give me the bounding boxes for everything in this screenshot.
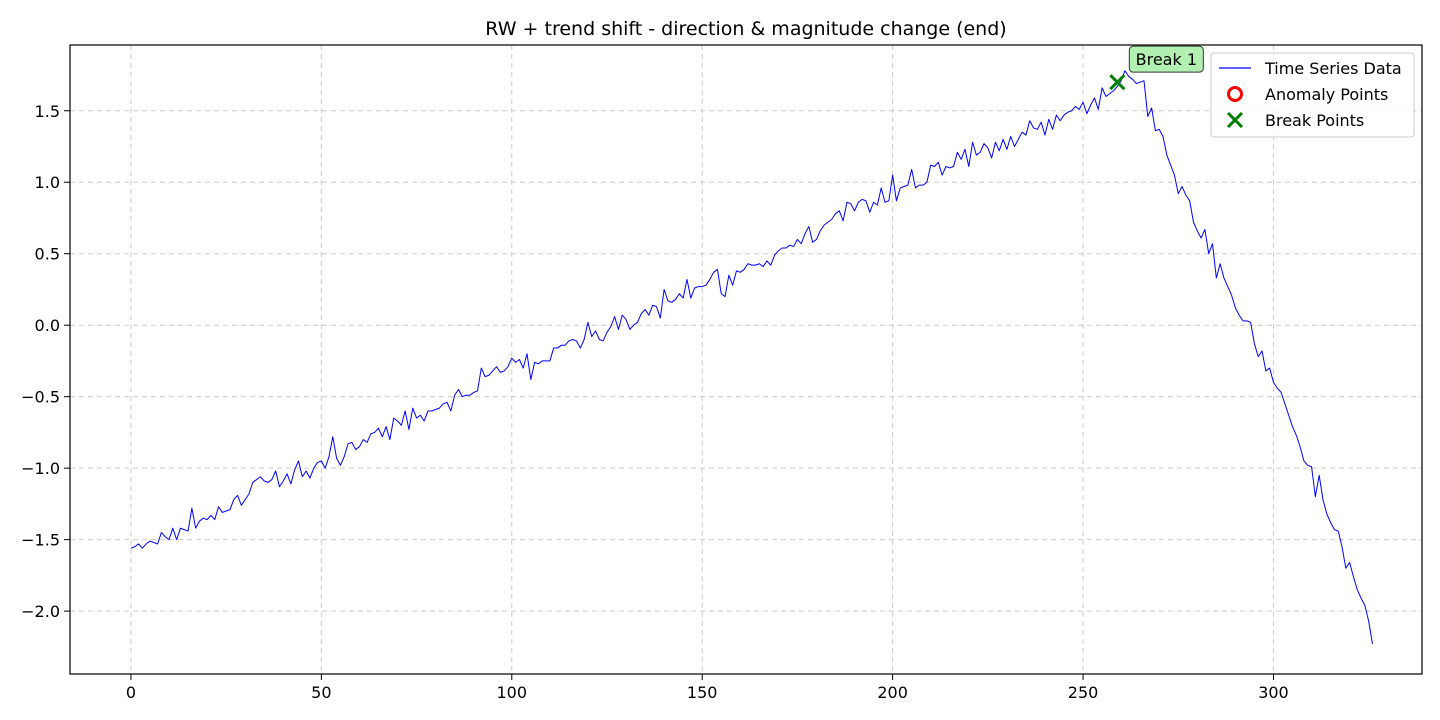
plot-frame [69, 44, 1423, 675]
legend: Time Series Data Anomaly Points Break Poin… [1210, 52, 1415, 138]
y-tick-label: −1.0 [21, 459, 60, 478]
legend-label: Break Points [1265, 111, 1364, 130]
y-tick-label: 0.5 [35, 245, 60, 264]
x-tick-label: 200 [877, 683, 908, 702]
y-tick-label: −1.5 [21, 531, 60, 550]
y-tick-label: −0.5 [21, 388, 60, 407]
x-tick-label: 50 [311, 683, 331, 702]
y-tick-label: 1.0 [35, 173, 60, 192]
axes-layer: 0 50 100 150 200 250 300 −2.0 −1.5 −1.0 −0.5 0.0 0.5… [21, 44, 1423, 702]
series-layer [130, 70, 1373, 645]
x-tick-label: 150 [687, 683, 718, 702]
legend-label: Anomaly Points [1265, 85, 1388, 104]
series-line-time-series-data [130, 70, 1373, 645]
grid-layer [70, 45, 1422, 674]
legend-x-marker [1226, 111, 1244, 129]
break-point-marker [1109, 74, 1126, 91]
y-tick-label: 0.0 [35, 316, 60, 335]
x-tick-label: 100 [497, 683, 528, 702]
y-tick-label: 1.5 [35, 102, 60, 121]
y-tick-label: −2.0 [21, 602, 60, 621]
annotation-layer: Break 1 [1128, 45, 1204, 73]
legend-label: Time Series Data [1264, 59, 1402, 78]
x-tick-label: 250 [1068, 683, 1099, 702]
x-tick-label: 0 [126, 683, 136, 702]
break-label: Break 1 [1136, 50, 1197, 69]
legend-x-stroke [1226, 111, 1244, 129]
break-point-stroke [1109, 74, 1126, 91]
chart-title: RW + trend shift - direction & magnitude… [485, 18, 1006, 40]
x-tick-label: 300 [1258, 683, 1289, 702]
break-label-box [1128, 45, 1204, 73]
legend-circle-marker [1227, 86, 1243, 102]
legend-box [1210, 52, 1415, 138]
